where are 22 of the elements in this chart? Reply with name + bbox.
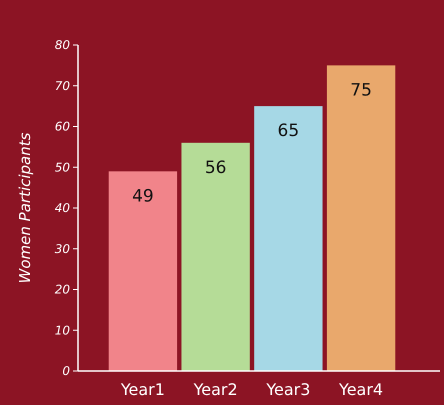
bar <box>108 171 178 371</box>
x-tick-label: Year3 <box>265 380 310 399</box>
y-tick-label: 80 <box>54 38 70 52</box>
bar <box>254 106 323 371</box>
y-tick-label: 10 <box>54 323 70 338</box>
y-tick-label: 70 <box>54 78 70 93</box>
data-label: 65 <box>278 121 300 142</box>
y-tick-label: 20 <box>54 282 70 297</box>
bar <box>181 142 250 371</box>
data-label: 56 <box>204 158 226 178</box>
y-axis-title: Women Participants <box>16 132 34 284</box>
y-tick-label: 40 <box>54 201 70 216</box>
y-tick-label: 30 <box>54 242 70 256</box>
y-tick-label: 50 <box>54 160 70 174</box>
x-tick-label: Year1 <box>120 380 165 399</box>
data-label: 75 <box>350 80 372 100</box>
data-label: 49 <box>132 186 154 206</box>
y-tick-label: 60 <box>54 120 70 134</box>
x-tick-label: Year4 <box>338 380 384 399</box>
y-tick-label: 0 <box>62 364 70 378</box>
x-tick-label: Year2 <box>192 380 238 399</box>
bar <box>326 65 396 371</box>
